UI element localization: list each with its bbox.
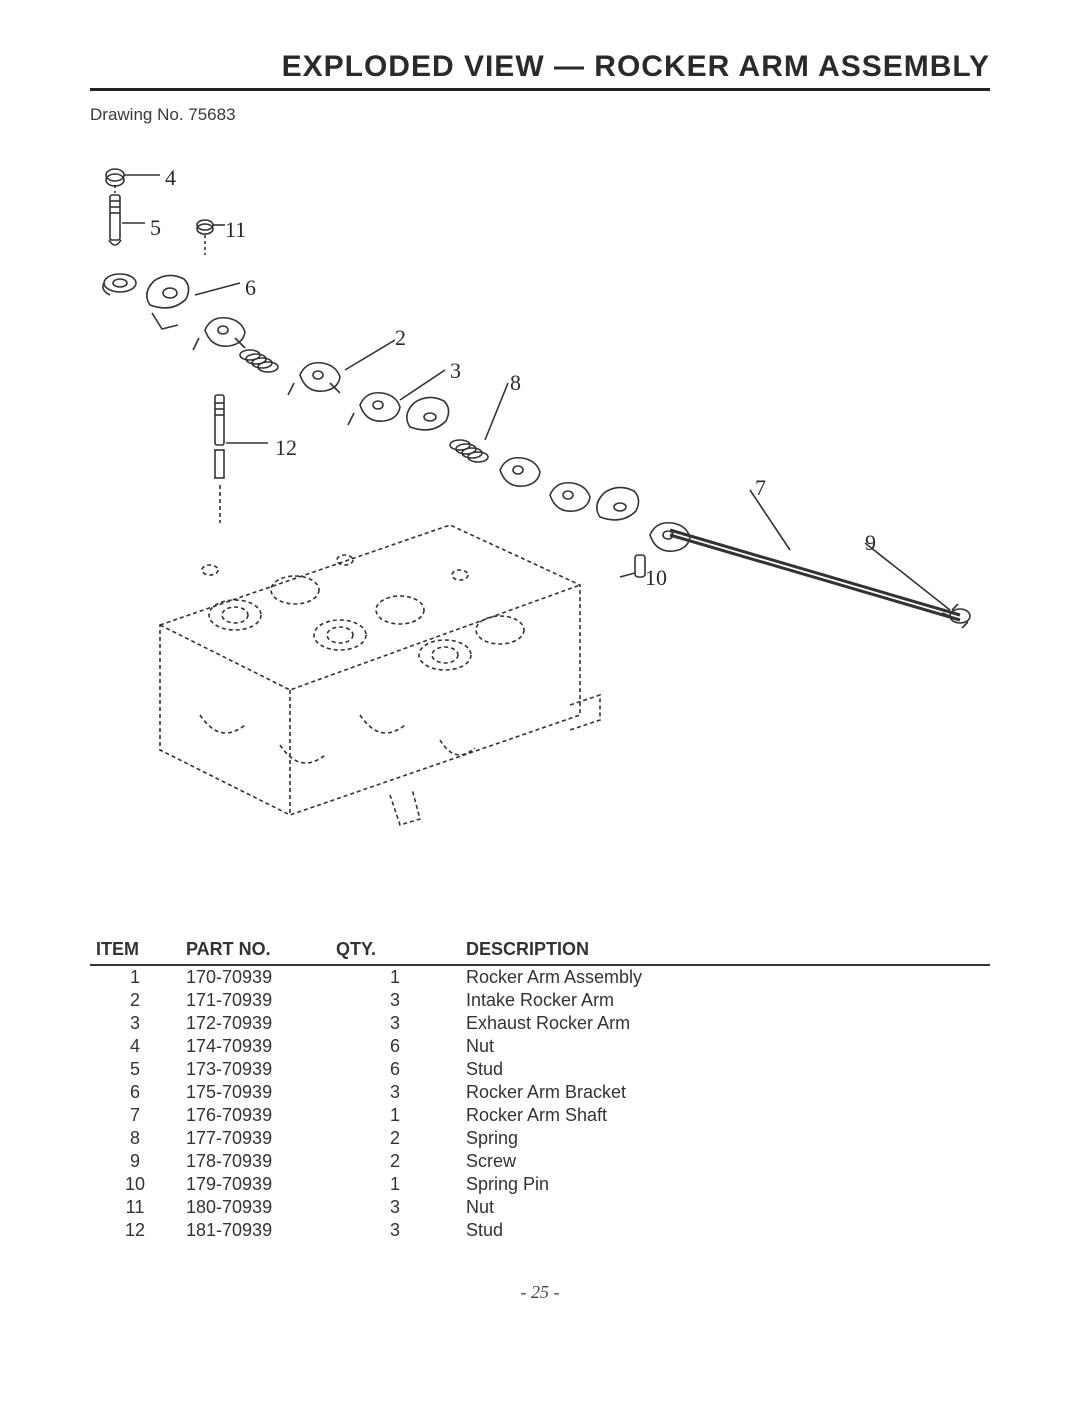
cell-qty: 3 xyxy=(330,1012,460,1035)
cell-desc: Nut xyxy=(460,1196,990,1219)
cell-desc: Spring xyxy=(460,1127,990,1150)
cell-part: 174-70939 xyxy=(180,1035,330,1058)
cell-desc: Intake Rocker Arm xyxy=(460,989,990,1012)
cell-desc: Nut xyxy=(460,1035,990,1058)
table-row: 11180-709393Nut xyxy=(90,1196,990,1219)
cell-item: 5 xyxy=(90,1058,180,1081)
drawing-number: Drawing No. 75683 xyxy=(90,105,990,125)
table-row: 2171-709393Intake Rocker Arm xyxy=(90,989,990,1012)
table-row: 12181-709393Stud xyxy=(90,1219,990,1242)
callout-4: 4 xyxy=(165,165,176,191)
cell-part: 171-70939 xyxy=(180,989,330,1012)
cell-desc: Rocker Arm Shaft xyxy=(460,1104,990,1127)
cell-part: 172-70939 xyxy=(180,1012,330,1035)
cell-part: 181-70939 xyxy=(180,1219,330,1242)
table-header-row: ITEM PART NO. QTY. DESCRIPTION xyxy=(90,935,990,965)
cell-item: 6 xyxy=(90,1081,180,1104)
cell-qty: 1 xyxy=(330,1104,460,1127)
cell-item: 10 xyxy=(90,1173,180,1196)
cell-item: 7 xyxy=(90,1104,180,1127)
header-qty: QTY. xyxy=(330,935,460,965)
cell-qty: 6 xyxy=(330,1058,460,1081)
table-row: 7176-709391Rocker Arm Shaft xyxy=(90,1104,990,1127)
callout-10: 10 xyxy=(645,565,667,591)
cell-item: 8 xyxy=(90,1127,180,1150)
callout-2: 2 xyxy=(395,325,406,351)
table-row: 5173-709396Stud xyxy=(90,1058,990,1081)
callout-7: 7 xyxy=(755,475,766,501)
table-row: 10179-709391Spring Pin xyxy=(90,1173,990,1196)
callout-12: 12 xyxy=(275,435,297,461)
cell-part: 180-70939 xyxy=(180,1196,330,1219)
cell-desc: Rocker Arm Assembly xyxy=(460,965,990,989)
cell-desc: Stud xyxy=(460,1058,990,1081)
table-row: 9178-709392Screw xyxy=(90,1150,990,1173)
page-number: - 25 - xyxy=(90,1282,990,1303)
cell-desc: Spring Pin xyxy=(460,1173,990,1196)
cell-part: 176-70939 xyxy=(180,1104,330,1127)
cell-desc: Exhaust Rocker Arm xyxy=(460,1012,990,1035)
page-title-bar: EXPLODED VIEW — ROCKER ARM ASSEMBLY xyxy=(90,50,990,91)
cell-part: 170-70939 xyxy=(180,965,330,989)
cell-qty: 1 xyxy=(330,1173,460,1196)
cell-desc: Rocker Arm Bracket xyxy=(460,1081,990,1104)
cell-part: 178-70939 xyxy=(180,1150,330,1173)
cell-item: 11 xyxy=(90,1196,180,1219)
callout-3: 3 xyxy=(450,358,461,384)
cell-part: 179-70939 xyxy=(180,1173,330,1196)
cell-desc: Stud xyxy=(460,1219,990,1242)
callout-9: 9 xyxy=(865,530,876,556)
cell-item: 4 xyxy=(90,1035,180,1058)
cell-item: 2 xyxy=(90,989,180,1012)
cell-qty: 3 xyxy=(330,989,460,1012)
cell-item: 1 xyxy=(90,965,180,989)
cell-qty: 3 xyxy=(330,1219,460,1242)
header-item: ITEM xyxy=(90,935,180,965)
cell-qty: 3 xyxy=(330,1081,460,1104)
table-row: 3172-709393Exhaust Rocker Arm xyxy=(90,1012,990,1035)
cell-qty: 1 xyxy=(330,965,460,989)
callout-5: 5 xyxy=(150,215,161,241)
table-row: 4174-709396Nut xyxy=(90,1035,990,1058)
table-row: 6175-709393Rocker Arm Bracket xyxy=(90,1081,990,1104)
cell-qty: 2 xyxy=(330,1127,460,1150)
callout-6: 6 xyxy=(245,275,256,301)
cell-part: 175-70939 xyxy=(180,1081,330,1104)
diagram-svg xyxy=(90,155,990,895)
cell-part: 177-70939 xyxy=(180,1127,330,1150)
header-desc: DESCRIPTION xyxy=(460,935,990,965)
cell-item: 9 xyxy=(90,1150,180,1173)
exploded-view-diagram: 4 5 11 6 2 3 8 12 7 9 10 xyxy=(90,155,990,895)
table-row: 1170-709391Rocker Arm Assembly xyxy=(90,965,990,989)
callout-8: 8 xyxy=(510,370,521,396)
cell-qty: 3 xyxy=(330,1196,460,1219)
cell-part: 173-70939 xyxy=(180,1058,330,1081)
cell-desc: Screw xyxy=(460,1150,990,1173)
parts-table: ITEM PART NO. QTY. DESCRIPTION 1170-7093… xyxy=(90,935,990,1242)
page-title: EXPLODED VIEW — ROCKER ARM ASSEMBLY xyxy=(282,50,990,83)
cell-item: 12 xyxy=(90,1219,180,1242)
table-row: 8177-709392Spring xyxy=(90,1127,990,1150)
cell-qty: 6 xyxy=(330,1035,460,1058)
cell-qty: 2 xyxy=(330,1150,460,1173)
callout-11: 11 xyxy=(225,217,246,243)
header-part: PART NO. xyxy=(180,935,330,965)
cell-item: 3 xyxy=(90,1012,180,1035)
